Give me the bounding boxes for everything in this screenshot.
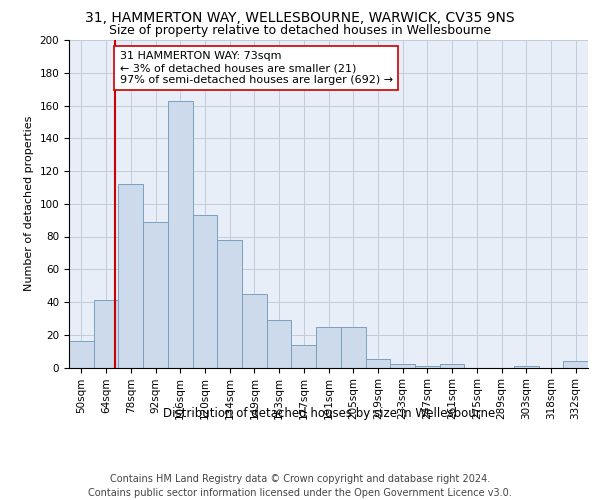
Bar [217, 240, 242, 368]
Bar [267, 320, 292, 368]
Text: 31, HAMMERTON WAY, WELLESBOURNE, WARWICK, CV35 9NS: 31, HAMMERTON WAY, WELLESBOURNE, WARWICK… [85, 12, 515, 26]
Bar [168, 100, 193, 368]
Bar [440, 364, 464, 368]
Bar [563, 361, 588, 368]
Bar [415, 366, 440, 368]
Bar [316, 326, 341, 368]
Text: Size of property relative to detached houses in Wellesbourne: Size of property relative to detached ho… [109, 24, 491, 37]
Bar [143, 222, 168, 368]
Y-axis label: Number of detached properties: Number of detached properties [24, 116, 34, 292]
Text: 31 HAMMERTON WAY: 73sqm
← 3% of detached houses are smaller (21)
97% of semi-det: 31 HAMMERTON WAY: 73sqm ← 3% of detached… [119, 52, 393, 84]
Text: Contains HM Land Registry data © Crown copyright and database right 2024.
Contai: Contains HM Land Registry data © Crown c… [88, 474, 512, 498]
Bar [390, 364, 415, 368]
Bar [292, 344, 316, 368]
Bar [514, 366, 539, 368]
Bar [193, 215, 217, 368]
Text: Distribution of detached houses by size in Wellesbourne: Distribution of detached houses by size … [163, 408, 495, 420]
Bar [341, 326, 365, 368]
Bar [365, 360, 390, 368]
Bar [94, 300, 118, 368]
Bar [69, 342, 94, 367]
Bar [118, 184, 143, 368]
Bar [242, 294, 267, 368]
